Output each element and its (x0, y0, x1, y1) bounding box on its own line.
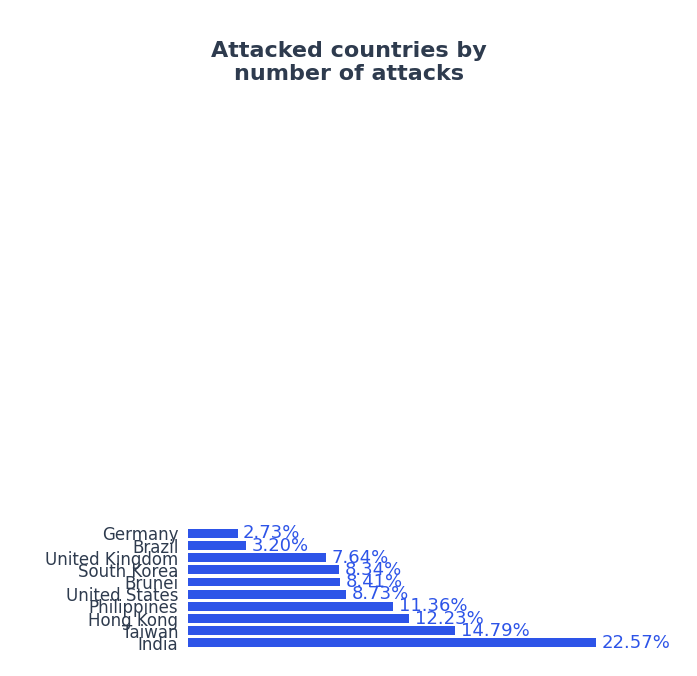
Text: 11.36%: 11.36% (399, 598, 468, 615)
Text: 8.41%: 8.41% (346, 573, 403, 591)
Bar (188, 614, 409, 623)
Bar (188, 578, 340, 586)
Bar (188, 602, 394, 610)
Bar (188, 566, 339, 574)
Bar (188, 627, 455, 635)
Bar (188, 639, 596, 647)
Bar (188, 541, 246, 550)
Text: 3.20%: 3.20% (252, 537, 309, 554)
Text: 12.23%: 12.23% (415, 610, 483, 627)
Text: 2.73%: 2.73% (243, 525, 300, 542)
Bar (188, 554, 326, 562)
Text: 8.73%: 8.73% (351, 585, 408, 603)
Text: 22.57%: 22.57% (602, 634, 671, 652)
Bar (188, 529, 238, 537)
Text: 8.34%: 8.34% (344, 561, 401, 579)
Text: 7.64%: 7.64% (332, 549, 389, 566)
Text: 14.79%: 14.79% (461, 622, 530, 639)
Text: Attacked countries by
number of attacks: Attacked countries by number of attacks (210, 41, 487, 84)
Bar (188, 590, 346, 598)
